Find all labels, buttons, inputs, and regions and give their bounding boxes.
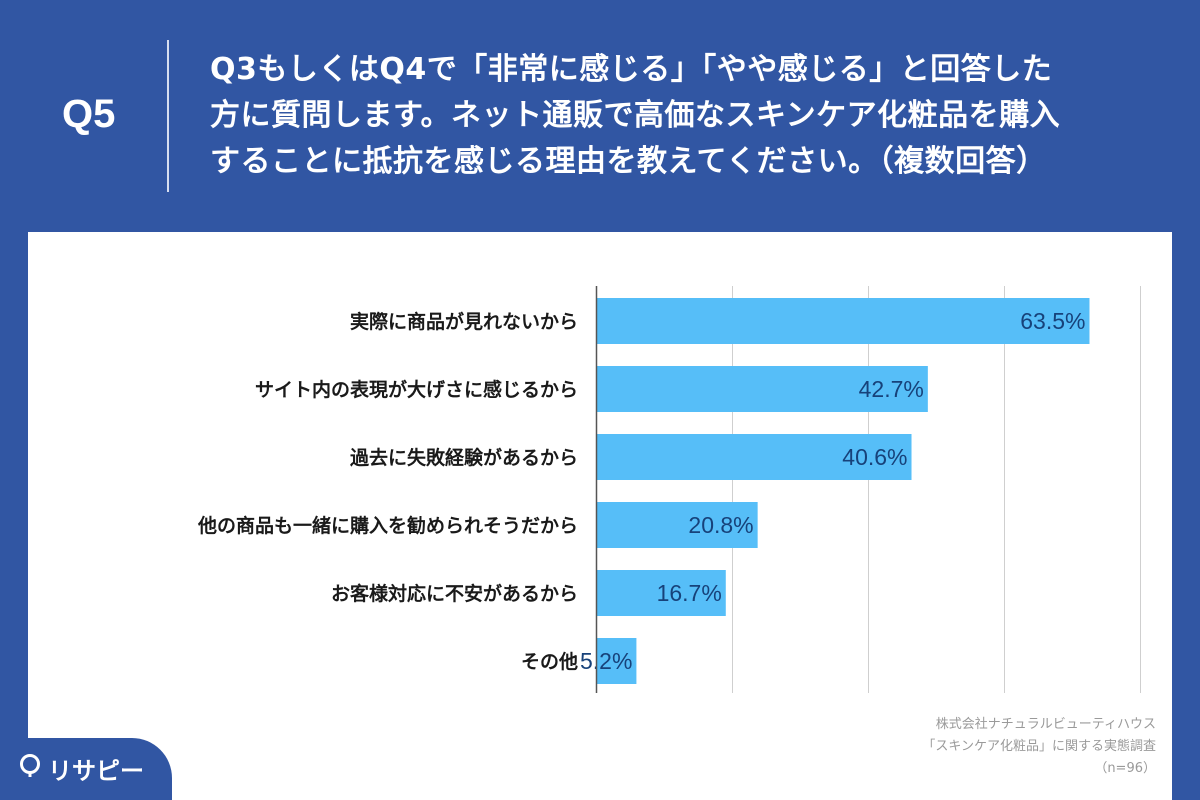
bar	[596, 366, 928, 412]
question-line: することに抵抗を感じる理由を教えてください。（複数回答）	[210, 144, 1047, 179]
data-label: 42.7%	[859, 376, 924, 402]
source-survey: 「スキンケア化粧品」に関する実態調査	[922, 739, 1156, 754]
bar	[596, 298, 1090, 344]
brand-logo: リサピー	[0, 738, 172, 800]
bar	[596, 570, 726, 616]
source-company: 株式会社ナチュラルビューティハウス	[935, 717, 1156, 732]
category-label: サイト内の表現が大げさに感じるから	[255, 378, 578, 401]
header-divider	[167, 40, 169, 192]
category-label: 実際に商品が見れないから	[350, 310, 578, 333]
question-number: Q5	[62, 92, 116, 136]
question-line: Q3もしくはQ4で「非常に感じる」「やや感じる」と回答した	[210, 52, 1053, 87]
data-label: 63.5%	[1020, 308, 1085, 334]
question-text: Q3もしくはQ4で「非常に感じる」「やや感じる」と回答した 方に質問します。ネッ…	[210, 47, 1170, 185]
data-label: 20.8%	[688, 512, 753, 538]
category-label: 過去に失敗経験があるから	[350, 446, 578, 469]
speech-pin-icon	[20, 754, 40, 777]
bar	[596, 638, 637, 684]
data-label: 16.7%	[657, 580, 722, 606]
question-header: Q5 Q3もしくはQ4で「非常に感じる」「やや感じる」と回答した 方に質問します…	[0, 0, 1200, 232]
category-label: その他	[521, 650, 578, 673]
bar	[596, 434, 912, 480]
question-line: 方に質問します。ネット通販で高価なスキンケア化粧品を購入	[210, 98, 1061, 133]
category-label: お客様対応に不安があるから	[331, 582, 578, 605]
source-note: 株式会社ナチュラルビューティハウス 「スキンケア化粧品」に関する実態調査 （n=…	[922, 714, 1156, 780]
brand-name: リサピー	[48, 757, 144, 785]
bar	[596, 502, 758, 548]
category-label: 他の商品も一緒に購入を勧められそうだから	[197, 514, 578, 537]
data-label: 40.6%	[842, 444, 907, 470]
data-label: 5.2%	[580, 648, 632, 674]
source-sample-size: （n=96）	[1094, 761, 1156, 776]
